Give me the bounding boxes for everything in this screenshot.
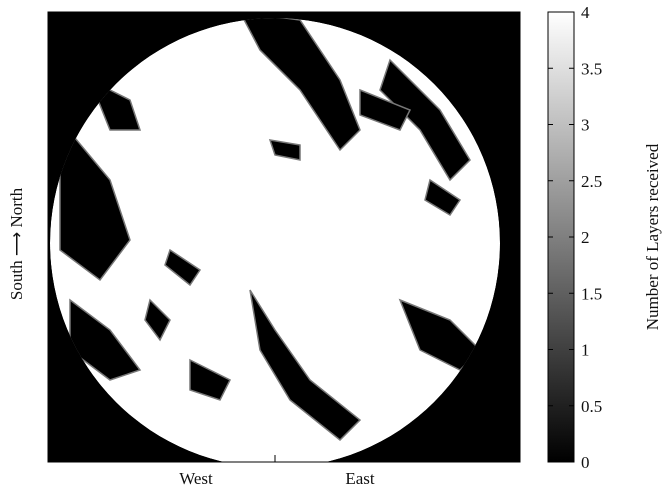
y-label: South ⟶ North (7, 187, 26, 300)
chart: West East South ⟶ North Number of Layers… (0, 0, 663, 488)
colorbar-tick-label: 0.5 (581, 397, 602, 416)
colorbar-tick-label: 1 (581, 341, 590, 360)
colorbar-tick-label: 1.5 (581, 284, 602, 303)
colorbar-tick-label: 4 (581, 3, 590, 22)
x-label: East (345, 469, 375, 488)
colorbar-tick-label: 0 (581, 453, 590, 472)
x-label: West (179, 469, 213, 488)
colorbar-tick-label: 3.5 (581, 59, 602, 78)
colorbar-tick-label: 2.5 (581, 172, 602, 191)
colorbar-tick-label: 2 (581, 228, 590, 247)
colorbar-label: Number of Layers received (643, 143, 662, 330)
colorbar-tick-label: 3 (581, 116, 590, 135)
